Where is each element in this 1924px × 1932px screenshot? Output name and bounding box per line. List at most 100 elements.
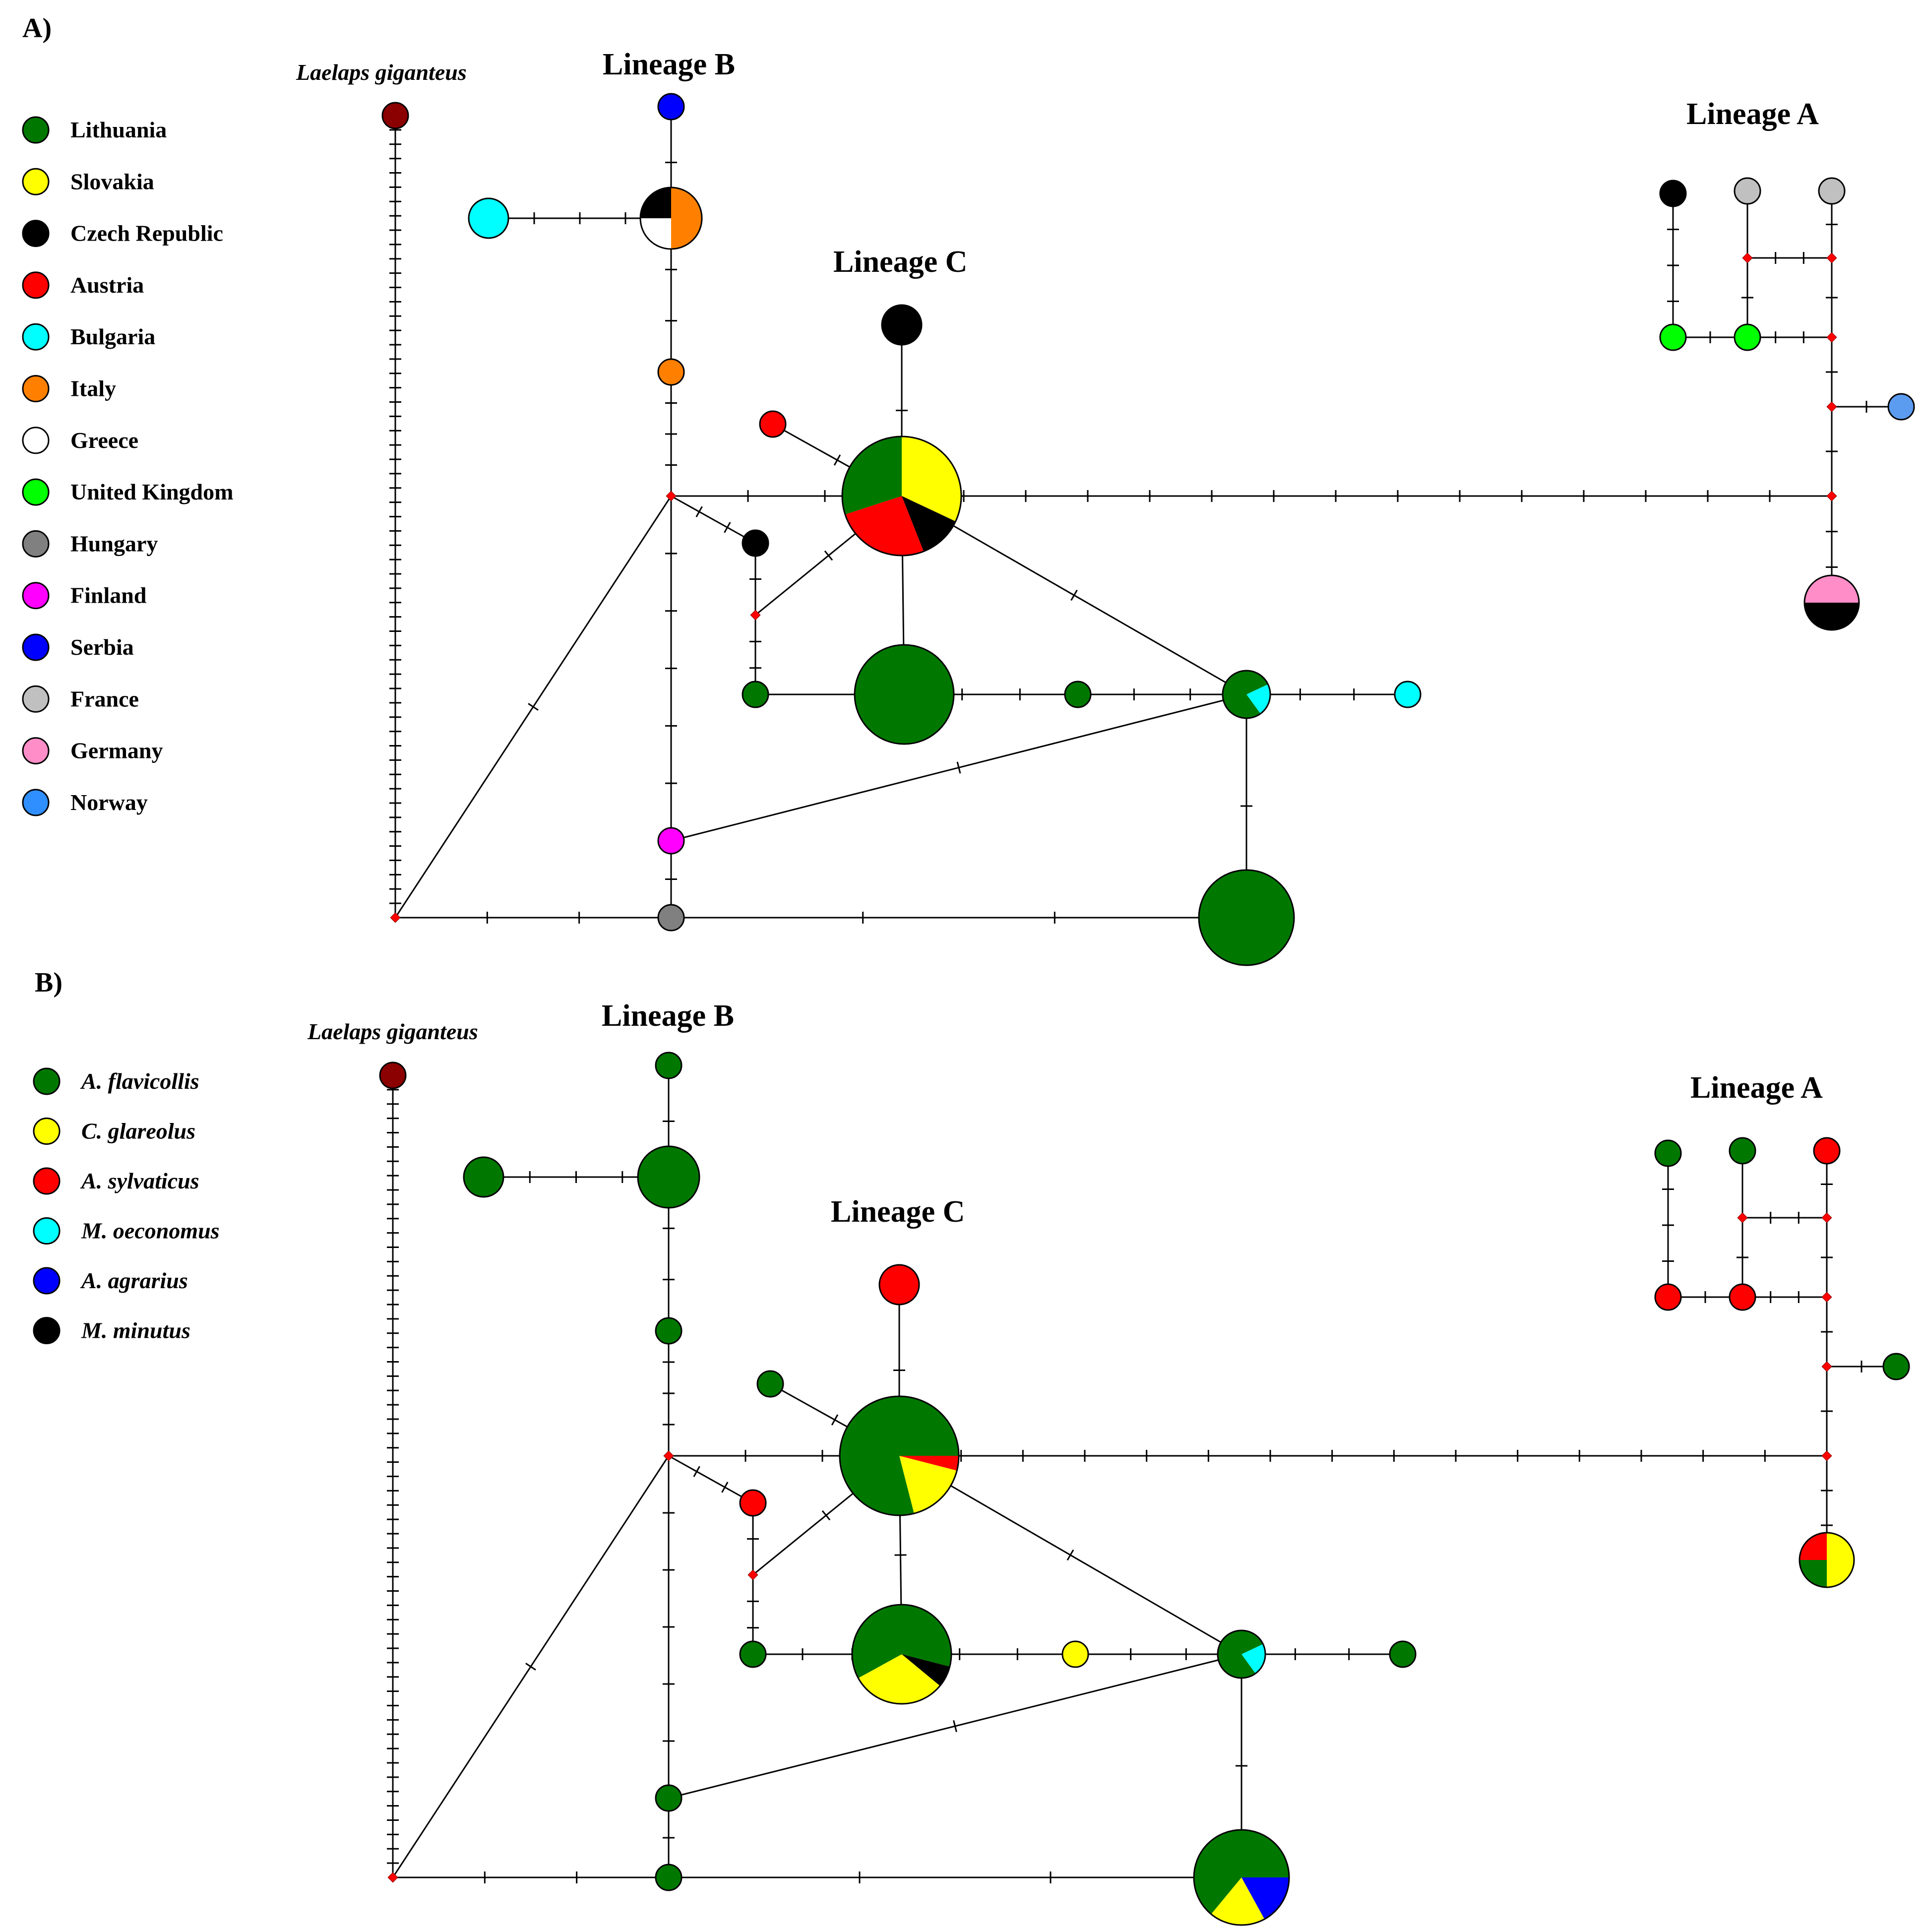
panel-b-legend-swatch (33, 1267, 61, 1295)
median-vector (1826, 401, 1837, 412)
panel-b-legend: A. flavicollis C. glareolus A. sylvaticus M… (33, 1067, 220, 1344)
panel-b-legend-label: C. glareolus (81, 1119, 195, 1144)
mutation-tick (1070, 589, 1078, 601)
edge (395, 912, 671, 924)
mutation-tick (724, 522, 731, 533)
panel-b-lineage-a-title: Lineage A (1690, 1071, 1823, 1105)
haplotype-slice (902, 496, 956, 552)
haplotype-node (1813, 1137, 1841, 1165)
haplotype-node (1389, 1640, 1417, 1668)
panel-a-legend-swatch (22, 271, 50, 299)
panel-a-legend-swatch (22, 478, 50, 506)
edge (1742, 1291, 1827, 1303)
haplotype-node (655, 1784, 683, 1812)
mutation-tick (821, 1510, 831, 1521)
edge (393, 1871, 669, 1883)
haplotype-node (1654, 1283, 1682, 1311)
haplotype-slice (1194, 1830, 1241, 1914)
mutation-tick (956, 761, 961, 774)
panel-a-legend-swatch (22, 168, 50, 195)
panel-a-legend: Lithuania Slovakia Czech Republic Austria Bu… (22, 116, 233, 816)
panel-b-legend-swatch (33, 1317, 61, 1344)
edge (668, 1455, 753, 1504)
haplotype-slice (1827, 1533, 1854, 1587)
haplotype-node (637, 1145, 700, 1209)
panel-a-lineage-c-title: Lineage C (833, 245, 967, 279)
haplotype-slice (1804, 575, 1859, 603)
panel-a-legend-label: France (70, 686, 139, 711)
panel-b-legend-label: A. sylvaticus (80, 1168, 199, 1193)
edge (901, 495, 1247, 695)
median-vector (666, 491, 677, 501)
edge (1747, 331, 1832, 343)
edge (899, 1455, 1242, 1655)
haplotype-node (1217, 1629, 1266, 1679)
haplotype-slice (1241, 1644, 1265, 1674)
panel-b-legend-swatch (33, 1118, 61, 1145)
median-vector (1826, 332, 1837, 343)
haplotype-node (1222, 670, 1271, 719)
edge (1826, 258, 1838, 337)
median-vector (1821, 1361, 1832, 1372)
median-vector (1737, 1212, 1748, 1223)
haplotype-node (657, 358, 685, 386)
haplotype-slice (640, 187, 671, 218)
haplotype-node (1061, 1640, 1089, 1668)
haplotype-node (1654, 1139, 1682, 1167)
edge (902, 490, 1832, 502)
haplotype-node (742, 681, 769, 708)
haplotype-node (742, 529, 769, 557)
haplotype-node (463, 1156, 504, 1198)
edge (663, 1331, 675, 1456)
haplotype-slice (845, 496, 924, 556)
panel-b-legend-swatch (33, 1067, 61, 1095)
edge (671, 495, 756, 544)
median-vector (750, 610, 761, 621)
haplotype-node (1887, 393, 1915, 421)
panel-a-legend-swatch (22, 737, 50, 765)
haplotype-slice (899, 1456, 959, 1471)
haplotype-slice (1804, 603, 1859, 630)
haplotype-slice (671, 187, 702, 249)
haplotype-slice (852, 1605, 902, 1679)
haplotype-node (1818, 177, 1846, 205)
mutation-tick (1066, 1549, 1074, 1561)
edge (1241, 1648, 1403, 1660)
mutation-tick (721, 1482, 729, 1493)
median-vector (390, 912, 401, 923)
panel-a-legend-swatch (22, 220, 50, 248)
panel-a-legend-label: Finland (70, 583, 147, 608)
haplotype-slice (640, 218, 671, 249)
median-vector (1742, 252, 1753, 263)
haplotype-slice (1241, 1630, 1263, 1654)
panel-a-legend-label: Bulgaria (70, 324, 155, 349)
mutation-tick (525, 1663, 536, 1671)
outgroup-branch (387, 1075, 399, 1877)
panel-a-legend-swatch (22, 116, 50, 144)
haplotype-node (1734, 323, 1761, 351)
edge (663, 1456, 675, 1798)
haplotype-slice (1211, 1877, 1265, 1925)
edge (1075, 1648, 1241, 1660)
panel-a-legend-label: Hungary (70, 531, 158, 556)
haplotype-node (756, 1370, 784, 1398)
edge (1667, 193, 1679, 337)
haplotype-node (839, 1395, 960, 1516)
haplotype-node (468, 197, 509, 239)
edge (394, 496, 672, 918)
panel-a-legend-swatch (22, 633, 50, 661)
median-vector (663, 1450, 674, 1461)
panel-a-legend-swatch (22, 789, 50, 816)
edge (1662, 1153, 1674, 1297)
panel-a-legend-swatch (22, 685, 50, 713)
haplotype-node (657, 904, 685, 932)
edge (1826, 407, 1838, 496)
haplotype-slice (902, 1605, 952, 1667)
haplotype-node (881, 304, 923, 346)
haplotype-node (854, 644, 955, 745)
panel-b-legend-label: A. agrarius (80, 1268, 188, 1293)
mutation-tick (824, 550, 833, 561)
haplotype-slice (902, 1654, 950, 1686)
haplotype-slice (858, 1654, 940, 1704)
